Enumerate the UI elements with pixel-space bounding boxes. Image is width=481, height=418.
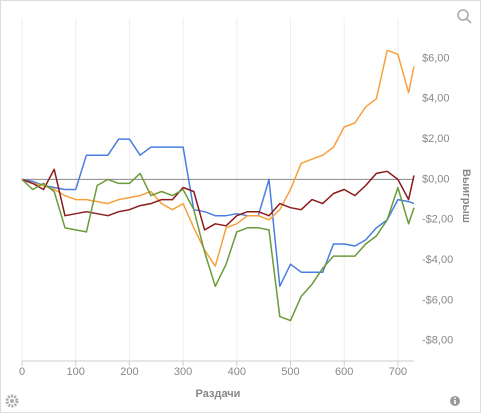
x-tick-label: 0 <box>19 366 25 378</box>
series-line <box>21 172 415 322</box>
y-tick-label: -$8,00 <box>422 335 453 347</box>
series-line <box>21 168 415 231</box>
y-tick-label: $2,00 <box>422 133 450 145</box>
x-tick-label: 500 <box>281 366 299 378</box>
y-tick-label: $6,00 <box>422 52 450 64</box>
x-axis-title: Раздачи <box>196 388 241 400</box>
info-icon[interactable] <box>450 396 460 406</box>
x-tick-label: 100 <box>67 366 85 378</box>
series-line <box>21 49 415 267</box>
x-tick-label: 700 <box>389 366 407 378</box>
y-tick-label: $4,00 <box>422 93 450 105</box>
y-tick-label: -$4,00 <box>422 254 453 266</box>
y-axis-title: Выигрыш <box>460 169 472 223</box>
zoom-icon[interactable] <box>457 9 472 24</box>
y-tick-label: -$6,00 <box>422 294 453 306</box>
x-tick-label: 300 <box>174 366 192 378</box>
series-line <box>21 138 415 288</box>
settings-icon[interactable] <box>5 394 19 408</box>
y-tick-label: -$2,00 <box>422 214 453 226</box>
x-tick-label: 400 <box>228 366 246 378</box>
x-tick-label: 600 <box>335 366 353 378</box>
x-tick-label: 200 <box>120 366 138 378</box>
y-tick-label: $0,00 <box>422 173 450 185</box>
